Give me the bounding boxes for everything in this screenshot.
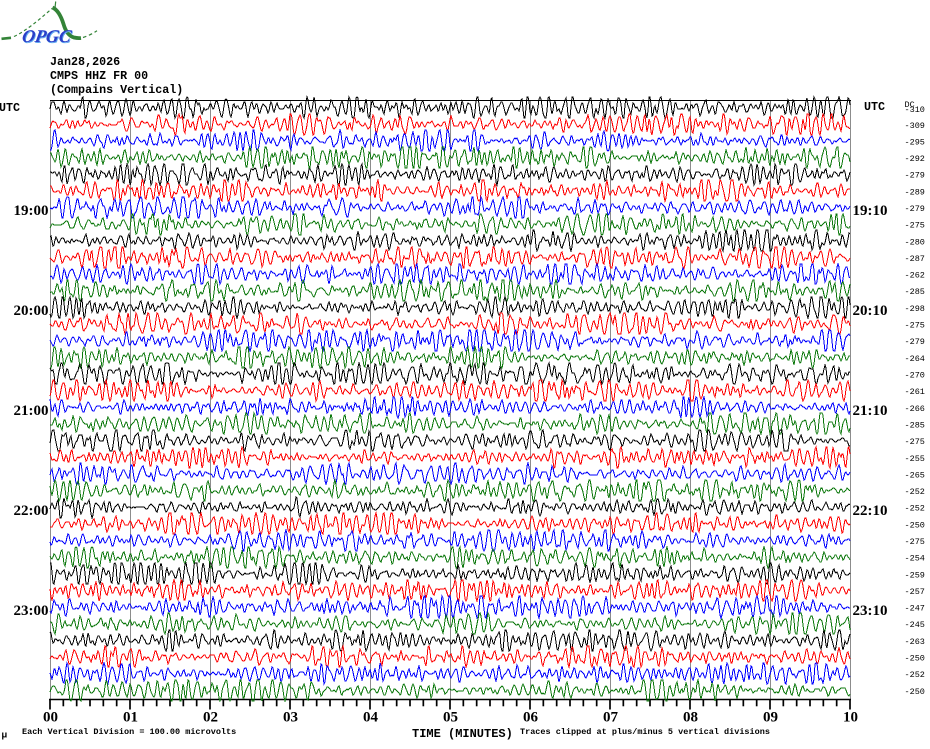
svg-text:01: 01	[123, 710, 138, 726]
svg-text:-298: -298	[905, 304, 925, 314]
svg-text:-279: -279	[905, 171, 925, 181]
svg-text:-245: -245	[905, 620, 925, 630]
svg-text:-287: -287	[905, 254, 925, 264]
svg-text:19:00: 19:00	[14, 203, 49, 219]
svg-text:UTC: UTC	[0, 101, 20, 115]
svg-text:-247: -247	[905, 604, 925, 614]
svg-text:-279: -279	[905, 337, 925, 347]
svg-text:-262: -262	[905, 271, 925, 281]
svg-text:DC: DC	[905, 100, 915, 110]
svg-text:-263: -263	[905, 637, 925, 647]
svg-text:-275: -275	[905, 221, 925, 231]
svg-text:Traces clipped at plus/minus 5: Traces clipped at plus/minus 5 vertical …	[520, 727, 770, 737]
svg-text:21:10: 21:10	[853, 403, 888, 419]
svg-text:TIME (MINUTES): TIME (MINUTES)	[412, 727, 513, 741]
svg-text:-275: -275	[905, 437, 925, 447]
svg-text:21:00: 21:00	[14, 403, 49, 419]
svg-text:08: 08	[683, 710, 698, 726]
svg-text:20:10: 20:10	[853, 303, 888, 319]
svg-text:-289: -289	[905, 187, 925, 197]
svg-text:-275: -275	[905, 321, 925, 331]
svg-text:-264: -264	[905, 354, 925, 364]
svg-text:(Compains Vertical): (Compains Vertical)	[50, 83, 183, 97]
svg-text:06: 06	[523, 710, 539, 726]
svg-text:Jan28,2026: Jan28,2026	[50, 55, 120, 69]
svg-text:04: 04	[363, 710, 379, 726]
svg-text:OPGC: OPGC	[21, 27, 74, 47]
svg-text:07: 07	[603, 710, 619, 726]
svg-text:10: 10	[843, 710, 858, 726]
svg-text:-279: -279	[905, 204, 925, 214]
svg-text:23:00: 23:00	[14, 603, 49, 619]
svg-text:-295: -295	[905, 137, 925, 147]
svg-text:-285: -285	[905, 287, 925, 297]
svg-text:-252: -252	[905, 670, 925, 680]
svg-text:-275: -275	[905, 537, 925, 547]
svg-text:-265: -265	[905, 470, 925, 480]
svg-text:-270: -270	[905, 371, 925, 381]
svg-text:Each Vertical Division = 100.: Each Vertical Division = 100.00 microvol…	[22, 727, 236, 737]
svg-text:-259: -259	[905, 570, 925, 580]
svg-text:-257: -257	[905, 587, 925, 597]
svg-text:OPGC: OPGC	[21, 26, 74, 46]
svg-text:-292: -292	[905, 154, 925, 164]
svg-text:-261: -261	[905, 387, 925, 397]
svg-text:22:10: 22:10	[853, 503, 888, 519]
svg-text:-285: -285	[905, 420, 925, 430]
svg-text:-310: -310	[905, 105, 925, 115]
svg-text:00: 00	[43, 710, 58, 726]
svg-text:µ: µ	[2, 730, 8, 741]
svg-text:-255: -255	[905, 454, 925, 464]
svg-text:23:10: 23:10	[853, 603, 888, 619]
svg-text:-280: -280	[905, 237, 925, 247]
svg-text:03: 03	[283, 710, 298, 726]
svg-text:-250: -250	[905, 520, 925, 530]
svg-text:22:00: 22:00	[14, 503, 49, 519]
svg-text:CMPS HHZ FR 00: CMPS HHZ FR 00	[50, 69, 148, 83]
svg-text:-266: -266	[905, 404, 925, 414]
svg-text:-252: -252	[905, 487, 925, 497]
svg-text:-252: -252	[905, 504, 925, 514]
svg-text:05: 05	[443, 710, 458, 726]
svg-text:-250: -250	[905, 654, 925, 664]
svg-text:-250: -250	[905, 687, 925, 697]
svg-text:UTC: UTC	[864, 100, 885, 114]
svg-text:-309: -309	[905, 121, 925, 131]
svg-text:-254: -254	[905, 554, 925, 564]
svg-text:20:00: 20:00	[14, 303, 49, 319]
svg-text:19:10: 19:10	[853, 203, 888, 219]
svg-text:09: 09	[763, 710, 778, 726]
svg-text:02: 02	[203, 710, 218, 726]
